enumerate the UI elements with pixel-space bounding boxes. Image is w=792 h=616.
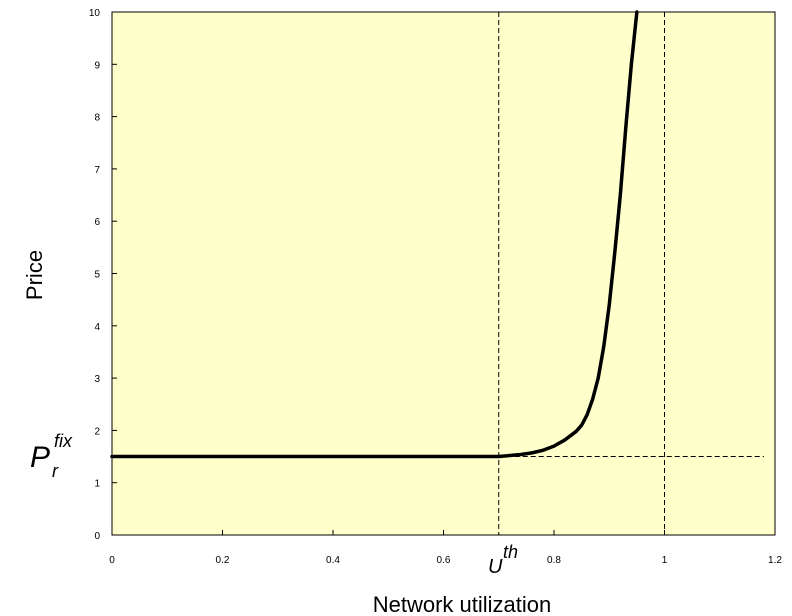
y-tick-label: 9 <box>94 60 100 71</box>
y-tick-label: 3 <box>94 374 100 385</box>
price-curve <box>110 10 639 459</box>
tick-layer: 0 0.2 0.4 0.6 0.8 1 1.2 0 1 2 3 4 5 6 7 8 9 10 <box>89 8 783 566</box>
y-tick-label: 5 <box>94 270 100 281</box>
price-fix-main: P <box>30 441 50 474</box>
y-tick-label: 2 <box>94 426 100 437</box>
price-fix-superscript: fix <box>54 431 73 451</box>
price-fix-marker: P r fix <box>30 431 73 481</box>
y-tick-label: 7 <box>94 165 100 176</box>
y-axis-title: Price <box>22 250 47 300</box>
y-tick-label: 1 <box>94 479 100 490</box>
x-tick-label: 1 <box>662 555 668 566</box>
x-tick-label: 0 <box>109 555 115 566</box>
annotation-layer <box>498 12 764 535</box>
y-tick-label: 8 <box>94 113 100 124</box>
x-tick-label: 0.6 <box>437 555 451 566</box>
price-fix-subscript: r <box>52 461 59 481</box>
x-tick-label: 0.4 <box>326 555 340 566</box>
y-tick-label: 6 <box>94 217 100 228</box>
threshold-superscript: th <box>503 542 518 562</box>
y-tick-label: 0 <box>94 531 100 542</box>
x-axis-title: Network utilization <box>373 592 552 616</box>
x-tick-label: 0.2 <box>216 555 230 566</box>
x-tick-label: 0.8 <box>547 555 561 566</box>
y-tick-label: 4 <box>94 322 100 333</box>
y-tick-label: 10 <box>89 8 101 19</box>
x-tick-label: 1.2 <box>768 555 782 566</box>
threshold-marker: U th <box>488 542 518 578</box>
threshold-main: U <box>488 556 503 578</box>
